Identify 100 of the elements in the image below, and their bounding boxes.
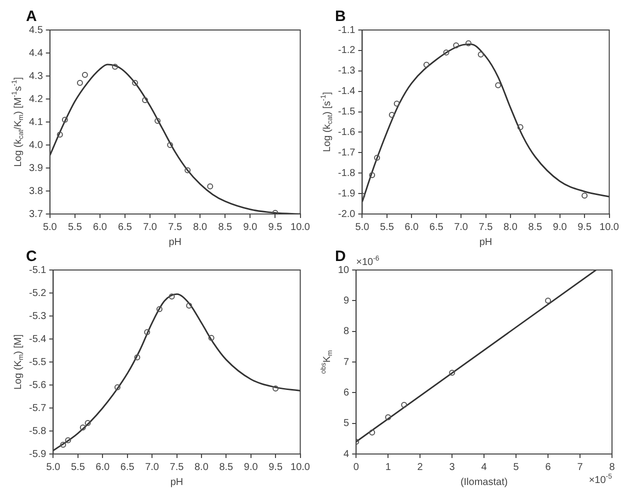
x-axis-title: pH: [479, 236, 492, 248]
y-tick-label: -1.4: [338, 86, 356, 98]
point: [208, 334, 214, 341]
x-tick-label: 6: [545, 462, 552, 473]
point: [65, 437, 72, 444]
y-tick-label: 9: [344, 295, 350, 306]
y-tick-label: -1.8: [338, 168, 356, 179]
y-tick-label: 4.2: [28, 94, 44, 105]
y-tick-label: 3.8: [28, 186, 44, 197]
point: [80, 424, 86, 431]
point: [385, 414, 392, 420]
y-tick-label: -1.3: [338, 66, 356, 77]
x-axis-title: pH: [170, 476, 184, 488]
x-tick-label: 8: [609, 462, 616, 473]
x-tick-label: 8.0: [504, 222, 518, 233]
point: [545, 298, 552, 304]
x-axis-title: (Ilomastat): [460, 476, 508, 488]
point: [582, 192, 588, 199]
x-tick-label: 0: [353, 462, 360, 473]
point: [478, 52, 484, 58]
x-tick-label: 5.0: [355, 222, 370, 233]
x-tick-label: 6.5: [118, 222, 132, 233]
y-tick-label: -5.1: [28, 264, 47, 276]
point: [156, 306, 162, 312]
x-tick-label: 1: [385, 462, 392, 473]
x-tick-label: 5.0: [42, 222, 58, 233]
y-tick-label: -2.0: [338, 208, 356, 220]
y-tick-label: 10: [338, 264, 350, 276]
y-tick-label: 4: [344, 448, 350, 460]
x-tick-label: 9.0: [244, 462, 258, 473]
point: [84, 420, 91, 426]
y-tick-label: 3.9: [28, 162, 44, 174]
x-tick-label: 4: [481, 462, 488, 473]
x-tick-label: 6.0: [96, 462, 110, 473]
x-tick-label: 7.5: [168, 222, 182, 233]
y-tick-label: -5.8: [28, 426, 47, 437]
y-tick-label: -5.6: [28, 380, 47, 391]
point: [167, 142, 174, 148]
y-tick-label: 4.5: [28, 24, 44, 36]
x-tick-label: 10.0: [600, 222, 620, 233]
point: [142, 97, 148, 104]
point: [394, 100, 400, 107]
point: [388, 112, 395, 118]
y-tick-label: -5.5: [28, 356, 47, 368]
point: [60, 442, 66, 448]
x-tick-label: 8.5: [528, 222, 543, 233]
x-tick-label: 3: [449, 462, 456, 473]
x-tick-label: 8.0: [193, 222, 208, 233]
point: [62, 116, 68, 123]
point: [132, 80, 138, 86]
x-tick-label: 7: [577, 462, 584, 473]
x-tick-label: 8.0: [194, 462, 209, 473]
y-tick-label: 6: [344, 387, 350, 398]
point: [374, 154, 380, 161]
point: [168, 293, 175, 300]
x-tick-label: 5.0: [46, 462, 61, 473]
point: [401, 402, 408, 408]
x-tick-label: 7.0: [143, 222, 158, 233]
point: [443, 49, 450, 56]
y-tick-label: -1.9: [338, 188, 356, 200]
y-tick-label: -5.7: [28, 402, 47, 414]
point: [495, 82, 502, 88]
point: [186, 302, 192, 309]
chart-title: B: [335, 8, 346, 26]
x-tick-label: 5.5: [380, 222, 394, 233]
point: [114, 384, 120, 390]
x-axis-title: pH: [168, 236, 182, 248]
y-tick-label: -5.3: [28, 310, 47, 322]
y-tick-label: -5.4: [28, 334, 47, 345]
x-tick-label: 9.0: [243, 222, 258, 233]
x-tick-label: 10.0: [290, 222, 310, 233]
point: [144, 329, 150, 336]
y-tick-label: -5.2: [28, 288, 47, 299]
point: [453, 42, 460, 48]
point: [369, 430, 376, 436]
point: [449, 370, 456, 376]
point: [112, 64, 118, 70]
chart-title: A: [26, 8, 37, 26]
x-tick-label: 6.0: [404, 222, 420, 233]
y-tick-label: 8: [344, 326, 350, 338]
point: [423, 62, 430, 68]
chart-title: D: [335, 248, 346, 266]
x-tick-label: 9.5: [268, 222, 283, 233]
x-tick-label: 7.5: [170, 462, 184, 473]
point: [134, 354, 140, 360]
x-tick-label: 9.5: [268, 462, 283, 473]
point: [207, 183, 214, 190]
y-tick-label: -1.6: [338, 126, 356, 138]
line-series: [53, 293, 300, 452]
point: [465, 40, 472, 46]
x-tick-label: 5.5: [70, 462, 86, 473]
y-tick-label: -1.2: [338, 45, 356, 56]
y-tick-label: 3.7: [28, 208, 44, 220]
point: [56, 132, 63, 138]
point: [369, 172, 376, 178]
x-tick-label: 6.0: [93, 222, 108, 233]
point: [76, 80, 83, 86]
y-tick-label: 5: [344, 418, 350, 430]
y-tick-label: -1.1: [338, 24, 356, 36]
point: [184, 167, 191, 174]
